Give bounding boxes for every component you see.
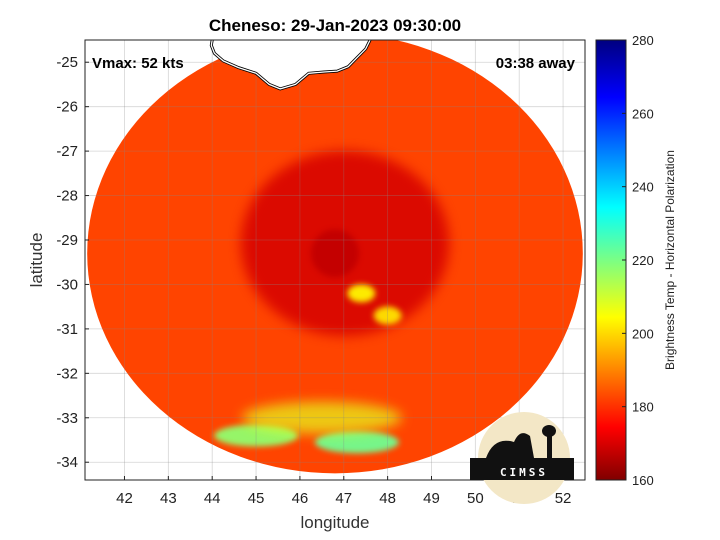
- logo-text: CIMSS: [500, 466, 548, 479]
- colorbar: [595, 39, 627, 481]
- x-tick-label: 46: [292, 490, 309, 507]
- y-tick-label: -27: [56, 143, 78, 160]
- feature-cold-spot-2: [373, 306, 402, 325]
- x-tick-label: 47: [335, 490, 352, 507]
- cimss-logo: CIMSS: [470, 412, 574, 504]
- plot-frame: [84, 39, 586, 481]
- x-tick-label: 48: [379, 490, 396, 507]
- y-tick-label: -30: [56, 276, 78, 293]
- feature-cold-band-1: [314, 431, 399, 454]
- y-tick-label: -28: [56, 188, 78, 205]
- colorbar-tick-label: 280: [632, 33, 654, 48]
- swath-layer: [87, 40, 583, 474]
- y-tick-label: -25: [56, 54, 78, 71]
- y-tick-label: -26: [56, 99, 78, 116]
- coastline-layer: [209, 40, 372, 91]
- colorbar-label: Brightness Temp - Horizontal Polarizatio…: [663, 150, 677, 370]
- colorbar-tick-label: 220: [632, 253, 654, 268]
- y-tick-labels: -25 -26 -27 -28 -29 -30 -31 -32 -33 -34: [56, 54, 89, 471]
- colorbar-tick-label: 240: [632, 180, 654, 195]
- land-mask: [211, 40, 371, 89]
- vmax-annotation: Vmax: 52 kts: [92, 55, 184, 72]
- x-tick-label: 52: [555, 490, 572, 507]
- y-tick-label: -31: [56, 321, 78, 338]
- coastline: [210, 40, 371, 90]
- time-away-annotation: 03:38 away: [496, 55, 576, 72]
- colorbar-tick-label: 180: [632, 400, 654, 415]
- y-tick-label: -29: [56, 232, 78, 249]
- x-tick-label: 50: [467, 490, 484, 507]
- x-tick-label: 45: [248, 490, 265, 507]
- x-tick-label: 49: [423, 490, 440, 507]
- y-tick-label: -33: [56, 410, 78, 427]
- southern-convection-haze: [241, 401, 402, 434]
- colorbar-ticks: 280 260 240 220 200 180 160: [622, 33, 654, 488]
- feature-warm-eye-4: [311, 229, 359, 278]
- x-tick-label: 43: [160, 490, 177, 507]
- y-tick-label: -32: [56, 365, 78, 382]
- x-tick-label: 42: [116, 490, 133, 507]
- satellite-dish-icon: [486, 433, 534, 458]
- colorbar-tick-label: 260: [632, 106, 654, 121]
- x-axis-label: longitude: [300, 513, 369, 532]
- colorbar-tick-label: 160: [632, 473, 654, 488]
- water-tower-icon: [547, 436, 552, 458]
- x-tick-label: 44: [204, 490, 221, 507]
- logo-band: [470, 458, 574, 480]
- colorbar-tick-label: 200: [632, 326, 654, 341]
- chart-title: Cheneso: 29-Jan-2023 09:30:00: [209, 16, 461, 35]
- y-tick-label: -34: [56, 454, 78, 471]
- feature-cold-spot-3: [347, 284, 376, 303]
- y-axis-label: latitude: [27, 233, 46, 288]
